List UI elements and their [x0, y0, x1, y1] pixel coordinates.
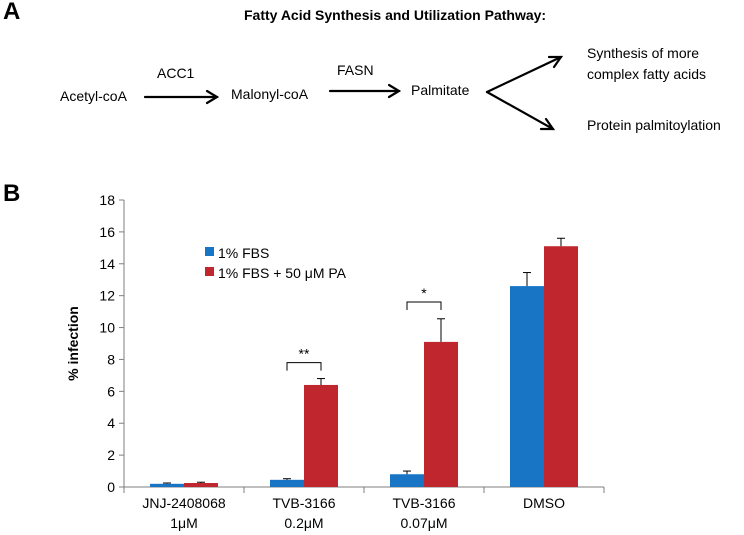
- y-tick-label: 12: [99, 288, 115, 304]
- y-tick-label: 16: [99, 224, 115, 240]
- y-axis-title: % infection: [65, 306, 81, 381]
- legend-swatch: [205, 267, 214, 276]
- arrow-acc1-head: [205, 89, 220, 105]
- node-acetyl-coa: Acetyl-coA: [60, 88, 127, 104]
- arrow-fasn-head: [387, 83, 402, 99]
- significance-label: **: [299, 346, 310, 362]
- significance-label: *: [421, 285, 427, 301]
- bar: [184, 483, 218, 487]
- x-tick-label-sub: 0.2μM: [284, 515, 323, 531]
- y-tick-label: 2: [107, 447, 115, 463]
- arrow-to-palmitoylation: [485, 90, 555, 131]
- legend-label: 1% FBS: [218, 245, 269, 261]
- node-malonyl-coa: Malonyl-coA: [231, 86, 309, 102]
- y-tick-label: 0: [107, 479, 115, 495]
- bar: [304, 384, 338, 487]
- bar: [510, 286, 544, 487]
- node-complex-fatty-acids-line2: complex fatty acids: [587, 66, 707, 82]
- y-tick-label: 4: [107, 415, 115, 431]
- enzyme-fasn: FASN: [337, 62, 374, 78]
- arrow-to-palmitoylation-head: [539, 117, 556, 131]
- x-tick-label: DMSO: [523, 495, 565, 511]
- y-tick-label: 8: [107, 351, 115, 367]
- bar: [270, 479, 304, 487]
- y-tick-label: 6: [107, 383, 115, 399]
- panel-a-label: A: [3, 0, 21, 25]
- arrow-to-complex-head: [547, 55, 564, 69]
- significance-bracket: [286, 362, 322, 371]
- enzyme-acc1: ACC1: [157, 65, 195, 81]
- x-tick-label-sub: 1μM: [170, 515, 198, 531]
- y-tick-label: 10: [99, 320, 115, 336]
- x-tick-label: TVB-3166: [392, 495, 455, 511]
- bar: [390, 474, 424, 487]
- legend-swatch: [205, 247, 214, 256]
- bar: [544, 246, 578, 487]
- panel-b-label: B: [3, 180, 21, 207]
- node-protein-palmitoylation: Protein palmitoylation: [587, 117, 721, 133]
- y-tick-label: 14: [99, 256, 115, 272]
- arrow-to-complex: [485, 55, 563, 94]
- node-complex-fatty-acids-line1: Synthesis of more: [587, 45, 700, 61]
- x-tick-label: JNJ-2408068: [142, 495, 225, 511]
- pathway-title: Fatty Acid Synthesis and Utilization Pat…: [244, 7, 547, 23]
- x-tick-label-sub: 0.07μM: [401, 515, 448, 531]
- significance-bracket: [406, 301, 442, 311]
- y-tick-label: 18: [99, 192, 115, 208]
- x-tick-label: TVB-3166: [272, 495, 335, 511]
- bar: [150, 483, 184, 487]
- legend-label: 1% FBS + 50 μM PA: [218, 265, 347, 281]
- node-palmitate: Palmitate: [411, 82, 470, 98]
- bar: [424, 341, 458, 487]
